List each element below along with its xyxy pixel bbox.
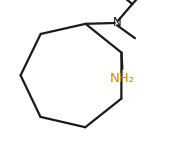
Text: NH₂: NH₂ bbox=[110, 72, 135, 85]
Text: N: N bbox=[113, 16, 121, 29]
